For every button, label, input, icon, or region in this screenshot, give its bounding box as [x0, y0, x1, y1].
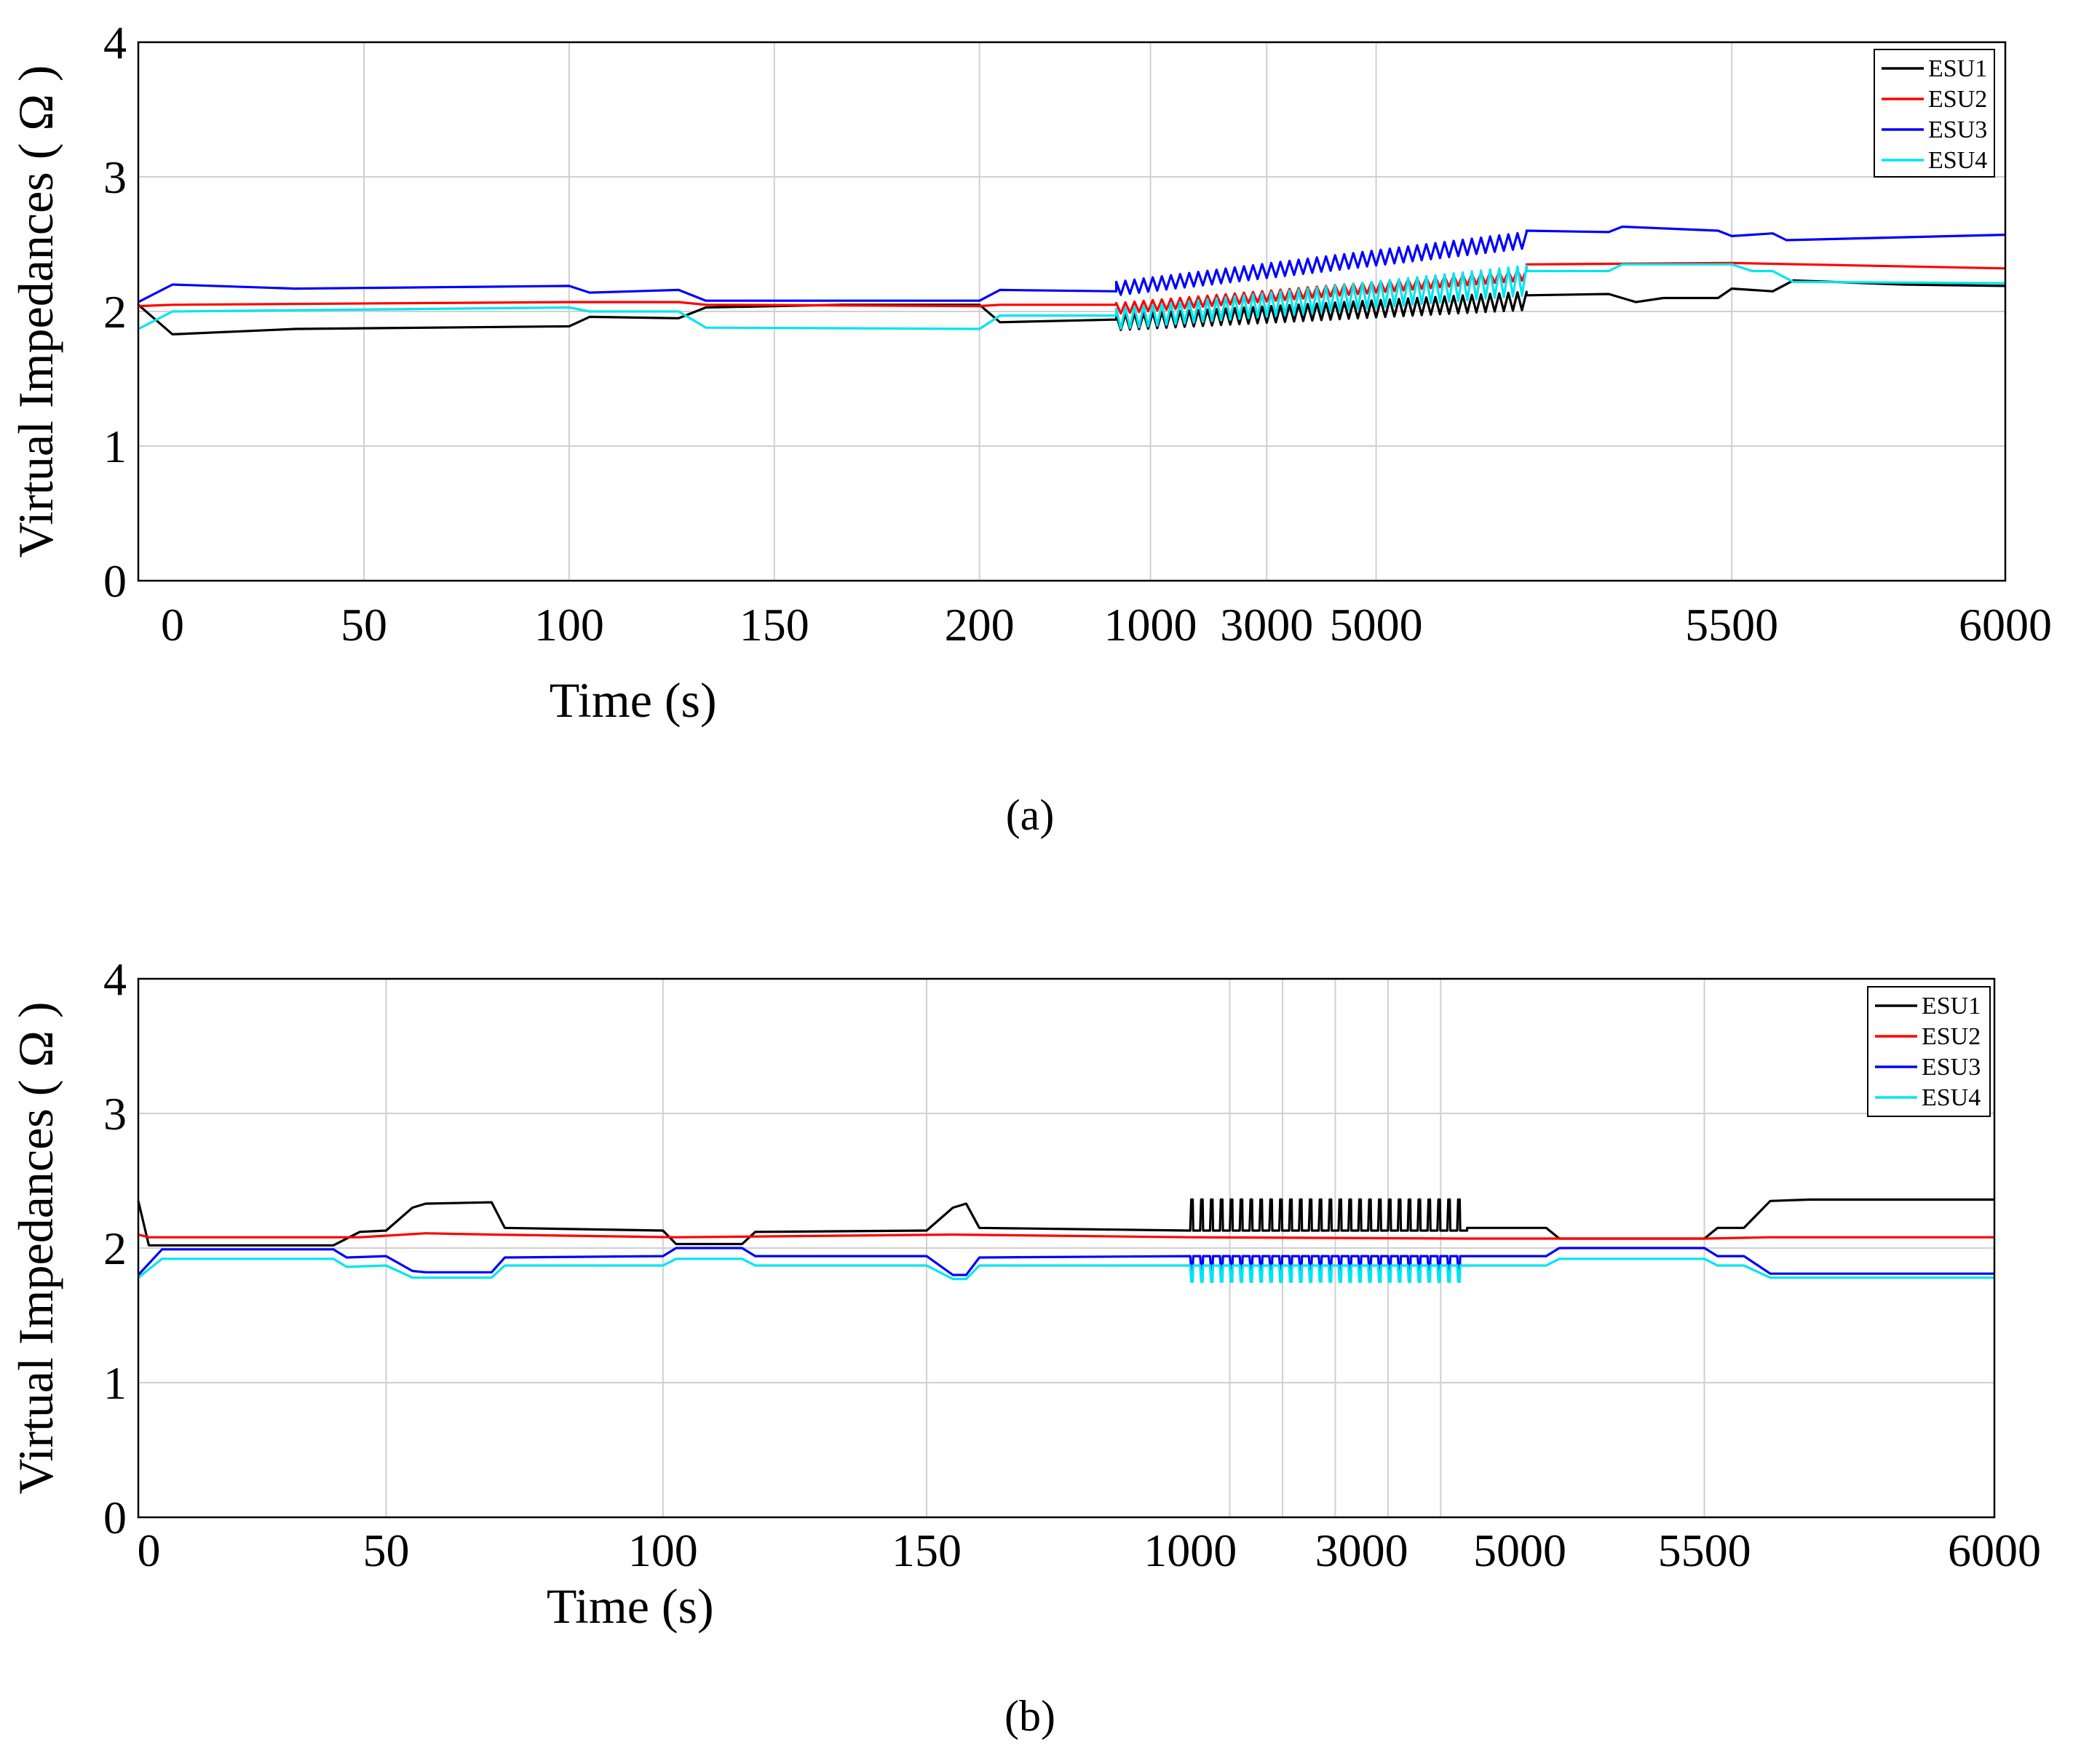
y-tick-label: 1 — [103, 421, 127, 472]
x-tick-label: 200 — [945, 599, 1015, 651]
series-line-esu4 — [138, 1258, 1994, 1283]
legend-label: ESU1 — [1928, 55, 1987, 82]
y-tick-label: 3 — [103, 151, 127, 203]
x-tick-label: 6000 — [1959, 599, 2052, 651]
x-tick-label: 5000 — [1330, 599, 1423, 651]
x-tick-label: 50 — [341, 599, 387, 651]
x-tick-label: 0 — [161, 599, 184, 651]
x-tick-label: 3000 — [1220, 599, 1313, 651]
x-tick-label: 150 — [740, 599, 809, 651]
panel-caption: (a) — [1006, 791, 1055, 839]
series-line-esu4 — [138, 263, 2006, 330]
legend-label: ESU2 — [1922, 1023, 1981, 1050]
axes-frame — [137, 41, 2007, 582]
x-tick-label: 5500 — [1658, 1525, 1751, 1576]
chart-panel-a: 0 1 2 3 4 0 50 100 150 200 1000 3000 5000 5500 6000 Tim… — [8, 17, 2052, 839]
x-tick-label: 50 — [362, 1525, 409, 1576]
legend-label: ESU2 — [1928, 86, 1987, 113]
y-tick-label: 3 — [103, 1088, 127, 1140]
y-tick-label: 4 — [103, 17, 127, 68]
y-axis-label: Virtual Impedances ( Ω ) — [8, 1001, 63, 1494]
series-line-esu3 — [138, 225, 2006, 303]
y-tick-label: 4 — [103, 953, 127, 1005]
x-tick-label: 100 — [534, 599, 604, 651]
axes-frame — [137, 977, 1996, 1519]
chart-panel-b: 0 1 2 3 4 0 50 100 150 1000 3000 5000 5500 6000 Time (… — [8, 953, 2041, 1740]
legend-box — [1867, 986, 1991, 1117]
legend-label: ESU4 — [1928, 147, 1987, 174]
y-tick-label: 0 — [103, 1492, 127, 1544]
legend-label: ESU3 — [1922, 1054, 1981, 1081]
x-tick-label: 0 — [137, 1525, 160, 1576]
legend-label: ESU1 — [1922, 993, 1981, 1020]
legend-label: ESU3 — [1928, 116, 1987, 143]
y-tick-label: 1 — [103, 1357, 127, 1409]
x-tick-label: 1000 — [1104, 599, 1197, 651]
legend-label: ESU4 — [1922, 1084, 1981, 1111]
x-tick-label: 3000 — [1315, 1525, 1408, 1576]
x-tick-label: 100 — [628, 1525, 698, 1576]
x-tick-label: 5500 — [1685, 599, 1778, 651]
panel-caption: (b) — [1004, 1692, 1055, 1740]
x-tick-label: 5000 — [1473, 1525, 1566, 1576]
series-line-esu2 — [138, 1232, 1994, 1240]
x-tick-label: 150 — [892, 1525, 962, 1576]
x-tick-label: 6000 — [1948, 1525, 2041, 1576]
y-tick-label: 2 — [103, 1223, 127, 1274]
x-tick-label: 1000 — [1143, 1525, 1237, 1576]
y-tick-label: 2 — [103, 286, 127, 338]
series-line-esu1 — [137, 1198, 1994, 1247]
legend-box — [1874, 49, 1995, 178]
x-axis-label: Time (s) — [547, 1578, 714, 1634]
y-axis-label: Virtual Impedances ( Ω ) — [8, 65, 63, 557]
x-axis-label: Time (s) — [550, 672, 717, 728]
y-tick-label: 0 — [103, 555, 127, 607]
